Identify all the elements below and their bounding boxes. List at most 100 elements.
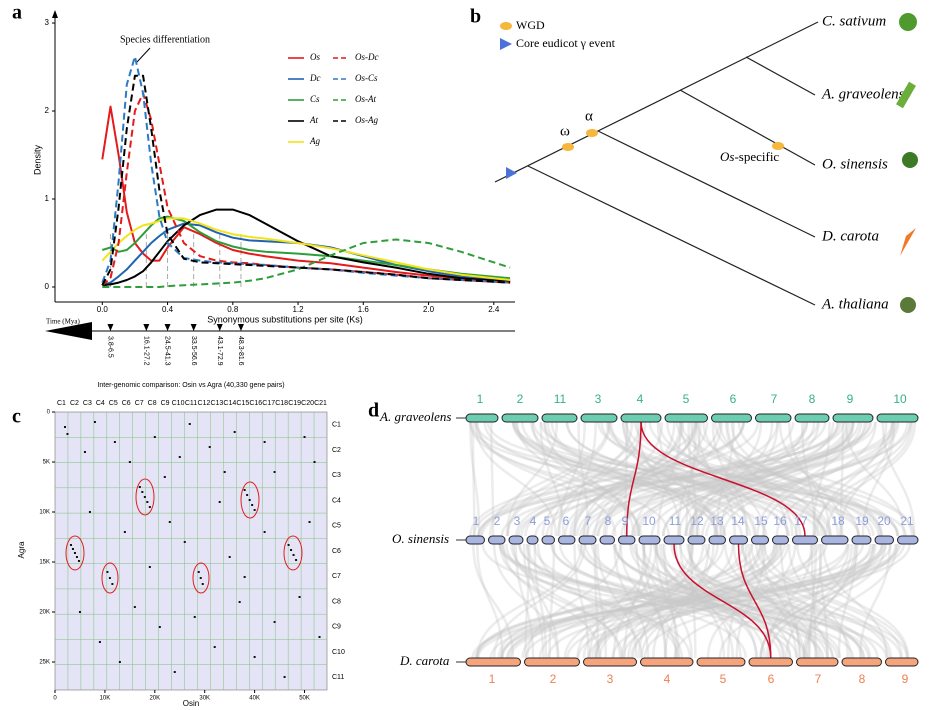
synteny-link xyxy=(506,421,642,537)
dot xyxy=(313,461,316,463)
chromosome xyxy=(508,535,524,545)
dot xyxy=(223,471,226,473)
y-category-label: C11 xyxy=(332,674,344,681)
y-tick-label: 10K xyxy=(39,510,50,516)
x-tick-label: 40K xyxy=(249,696,260,702)
synteny-link xyxy=(600,421,831,537)
leaf-label: O. sinensis xyxy=(822,156,888,172)
synteny-link xyxy=(722,421,900,537)
synteny-link xyxy=(573,421,597,537)
synteny-link xyxy=(687,421,698,537)
synteny-link xyxy=(550,421,723,537)
annotation: Species differentiation xyxy=(120,34,210,45)
chromosome-label: 6 xyxy=(563,514,570,528)
synteny-link xyxy=(640,543,776,659)
synteny-link xyxy=(622,421,695,537)
synteny-link xyxy=(471,421,476,537)
y-category-label: C6 xyxy=(332,548,341,555)
highlight-circle xyxy=(240,481,260,519)
dot xyxy=(233,431,236,433)
synteny-link xyxy=(881,421,916,537)
synteny-link xyxy=(718,421,860,537)
chromosome xyxy=(755,413,792,423)
x-tick-label: 0.4 xyxy=(162,305,174,314)
synteny-link xyxy=(680,421,916,537)
chromosome xyxy=(524,657,580,667)
time-marker xyxy=(190,324,197,331)
panel-label: d xyxy=(368,400,379,422)
branch xyxy=(597,130,816,238)
synteny-link xyxy=(573,421,685,537)
chromosome-label: 12 xyxy=(690,514,704,528)
dot xyxy=(243,576,246,578)
plant-icon xyxy=(896,81,916,109)
dot xyxy=(292,554,295,556)
dot xyxy=(158,626,161,628)
synteny-link xyxy=(788,421,831,537)
dot xyxy=(78,611,81,613)
synteny-link xyxy=(625,421,861,537)
synteny-link xyxy=(761,421,877,537)
synteny-link xyxy=(588,543,653,659)
chromosome xyxy=(488,535,506,545)
synteny-link xyxy=(500,421,842,537)
synteny-link xyxy=(637,421,849,537)
synteny-link xyxy=(711,421,749,537)
time-marker xyxy=(107,324,114,331)
synteny-link xyxy=(635,543,668,659)
chromosome-label: 3 xyxy=(607,672,614,686)
legend-text: Core eudicot γ event xyxy=(516,36,616,50)
synteny-link xyxy=(522,543,545,659)
synteny-link xyxy=(533,543,548,659)
synteny-link xyxy=(807,543,823,659)
dot xyxy=(143,496,146,498)
synteny-link xyxy=(795,543,910,659)
density-line xyxy=(101,92,511,286)
chromosome-label: 9 xyxy=(902,672,909,686)
synteny-link xyxy=(565,421,789,537)
dot xyxy=(75,556,78,558)
y-category-label: C10 xyxy=(332,649,345,656)
time-marker xyxy=(237,324,244,331)
wgd-marker xyxy=(772,142,784,150)
dot xyxy=(141,491,144,493)
synteny-link xyxy=(469,421,697,537)
plant-icon xyxy=(900,297,916,313)
synteny-link xyxy=(476,421,617,537)
synteny-link xyxy=(594,543,705,659)
synteny-link xyxy=(612,543,658,659)
chromosome-label: 10 xyxy=(642,514,656,528)
synteny-link xyxy=(778,421,844,537)
synteny-link xyxy=(597,421,900,537)
x-category-label: C10 xyxy=(172,400,185,407)
legend-wgd-icon xyxy=(500,22,512,30)
dot xyxy=(118,661,121,663)
wgd-label: ω xyxy=(560,123,570,139)
synteny-link xyxy=(547,543,875,659)
synteny-link xyxy=(686,543,834,659)
plant-icons xyxy=(896,13,918,313)
synteny-link xyxy=(611,543,872,659)
synteny-link xyxy=(741,543,830,659)
leaf-label: C. sativum xyxy=(822,13,886,29)
synteny-link xyxy=(590,543,806,659)
synteny-link xyxy=(654,543,681,659)
chromosome xyxy=(708,535,726,545)
synteny-link xyxy=(594,543,765,659)
chromosome-label: 4 xyxy=(664,672,671,686)
chromosome xyxy=(663,535,685,545)
time-mark-label: 24.5-41.3 xyxy=(164,336,171,366)
tree xyxy=(494,21,819,306)
x-category-label: C19 xyxy=(288,400,301,407)
chromosome xyxy=(841,657,882,667)
synteny-link xyxy=(655,543,759,659)
dot xyxy=(146,501,149,503)
synteny-link xyxy=(800,421,817,537)
panel-label: a xyxy=(12,2,22,24)
synteny-link xyxy=(545,421,809,537)
synteny-link xyxy=(630,421,840,537)
synteny-link xyxy=(483,421,720,537)
x-axis-label: Osin xyxy=(183,699,199,708)
branch xyxy=(745,56,816,96)
synteny-link xyxy=(602,421,676,537)
